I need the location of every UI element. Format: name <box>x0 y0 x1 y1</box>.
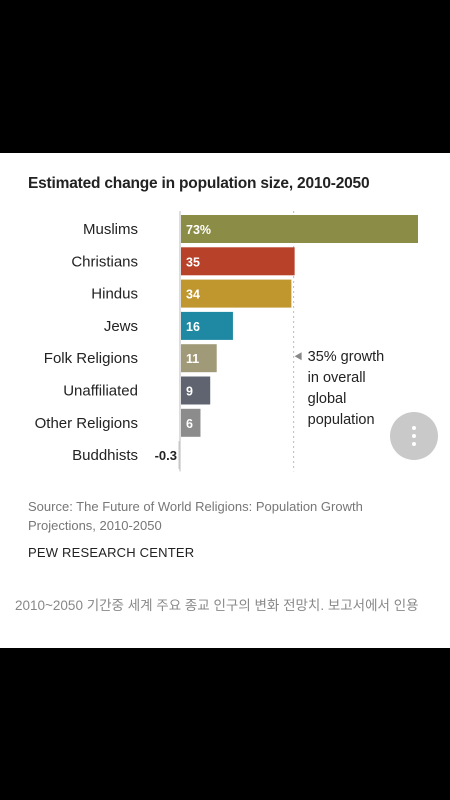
reference-annotation-line: 35% growth <box>308 349 385 365</box>
source-note: Source: The Future of World Religions: P… <box>28 499 363 533</box>
reference-annotation-line: population <box>308 412 375 428</box>
category-label: Christians <box>71 253 138 270</box>
bar <box>178 441 180 470</box>
category-label: Folk Religions <box>44 350 138 367</box>
bar <box>181 215 418 243</box>
bar <box>181 279 292 308</box>
value-label: 9 <box>186 385 193 399</box>
chart-title: Estimated change in population size, 201… <box>28 175 370 192</box>
bar <box>181 344 217 373</box>
reference-annotation-line: in overall <box>308 370 366 386</box>
value-label: 16 <box>186 320 200 334</box>
value-label: -0.3 <box>155 448 177 463</box>
category-label: Buddhists <box>72 447 138 464</box>
category-label: Jews <box>104 318 138 335</box>
bar <box>181 408 201 437</box>
bottom-black-area <box>0 648 450 800</box>
category-label: Unaffiliated <box>63 383 138 400</box>
reference-annotation-line: global <box>308 391 347 407</box>
top-black-area <box>0 0 450 153</box>
image-content: Estimated change in population size, 201… <box>0 153 450 648</box>
more-vert-icon-dot <box>412 434 416 438</box>
bar <box>181 311 233 340</box>
more-vert-icon-dot <box>412 442 416 446</box>
image-caption: 2010~2050 기간중 세계 주요 종교 인구의 변화 전망치. 보고서에서… <box>15 598 419 613</box>
value-label: 34 <box>186 288 200 302</box>
category-label: Hindus <box>91 286 138 303</box>
value-label: 11 <box>186 352 199 366</box>
more-vert-icon <box>412 426 416 430</box>
category-label: Other Religions <box>35 415 138 432</box>
category-label: Muslims <box>83 221 138 238</box>
value-label: 6 <box>186 417 193 431</box>
bar <box>181 376 211 405</box>
more-options-button[interactable] <box>390 412 438 460</box>
bar <box>181 247 295 276</box>
bar-chart: Muslims 73% Christians 35 Hindus 34 Jews 16 Folk… <box>35 211 418 472</box>
organization-name: PEW RESEARCH CENTER <box>28 545 195 560</box>
annotation-arrow-icon <box>294 352 302 361</box>
value-label: 73% <box>186 223 211 237</box>
value-label: 35 <box>186 255 200 269</box>
